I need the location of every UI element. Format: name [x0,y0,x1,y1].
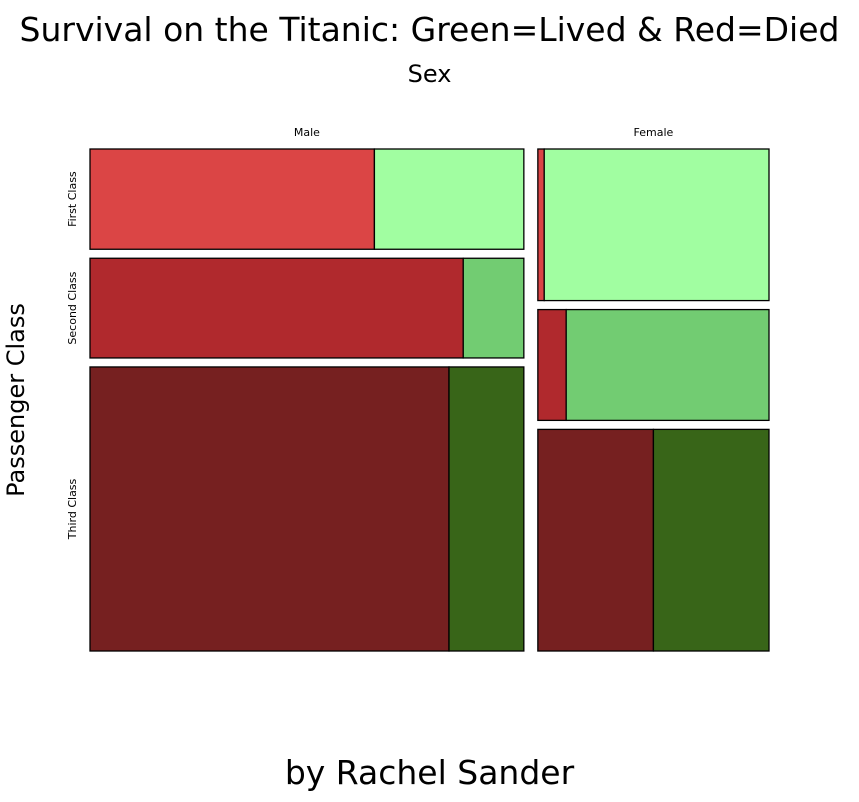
row-label-second-class: Second Class [66,271,79,344]
tile-female-second-class-died [537,308,567,422]
chart-title: Survival on the Titanic: Green=Lived & R… [19,10,840,49]
tile-female-first-class-lived [543,148,770,302]
column-label-female: Female [634,126,674,139]
row-label-third-class: Third Class [66,478,79,540]
chart-subtitle: Sex [407,60,452,88]
tile-female-first-class-died [537,148,545,302]
row-label-first-class: First Class [66,171,79,227]
tile-male-first-class-lived [373,148,525,250]
tile-male-second-class-died [89,257,464,359]
tile-male-third-class-lived [448,366,525,652]
tile-male-first-class-died [89,148,376,250]
tile-female-second-class-lived [565,308,770,422]
column-label-male: Male [294,126,320,139]
tile-female-third-class-lived [652,428,770,652]
tile-male-third-class-died [89,366,450,652]
chart-footer: by Rachel Sander [284,753,575,792]
tile-female-third-class-died [537,428,655,652]
tile-male-second-class-lived [462,257,525,359]
